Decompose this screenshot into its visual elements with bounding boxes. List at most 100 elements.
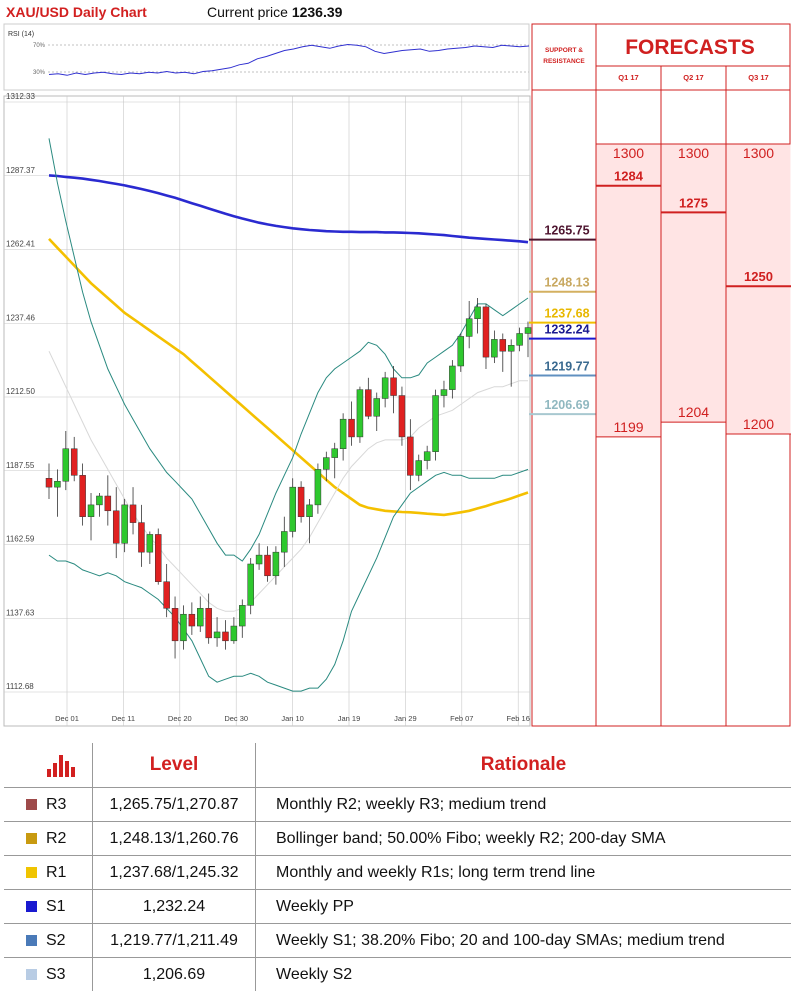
candle-up-body	[87, 504, 95, 517]
candle	[213, 617, 221, 647]
forecast-range	[596, 144, 661, 438]
level-color-swatch	[26, 832, 37, 844]
y-tick-label: 1312.33	[6, 92, 35, 101]
sr-level-label: 1219.77	[544, 360, 589, 374]
candle-down-body	[45, 478, 53, 488]
level-name: S3	[46, 965, 66, 983]
candle	[440, 380, 448, 408]
candle-up-body	[323, 457, 330, 470]
levels-table-body: R3 1,265.75/1,270.87 Monthly R2; weekly R3…	[4, 787, 791, 991]
candle-up-body	[306, 504, 313, 517]
y-tick-label: 1287.37	[6, 166, 35, 175]
candle	[499, 333, 507, 372]
rsi-label: RSI (14)	[8, 31, 34, 38]
sr-title-line1: SUPPORT &	[545, 47, 583, 54]
level-name: R3	[46, 795, 67, 813]
candle	[491, 330, 498, 364]
candle-down-body	[390, 377, 397, 396]
rsi-level-70: 70%	[33, 43, 46, 49]
candle-up-body	[289, 486, 296, 532]
candle	[507, 339, 515, 387]
forecast-min-label: 1199	[613, 419, 643, 435]
candle	[129, 487, 137, 535]
candle-down-body	[499, 339, 507, 352]
x-tick-label: Dec 01	[55, 714, 79, 723]
candle	[96, 493, 103, 517]
candle-up-body	[239, 605, 246, 627]
level-color-swatch	[26, 968, 37, 980]
level-name-cell: R1	[4, 855, 93, 890]
level-color-swatch	[26, 900, 37, 912]
level-name-cell: R3	[4, 787, 93, 822]
bollinger-lower-line	[48, 468, 529, 692]
forecast-range	[726, 144, 791, 435]
candle-down-body	[222, 631, 229, 642]
candle-up-body	[54, 480, 61, 488]
candle	[54, 469, 61, 517]
sma-20-line	[48, 350, 528, 612]
candle	[239, 599, 246, 638]
sr-level-label: 1237.68	[544, 307, 589, 321]
candle	[230, 617, 238, 644]
candle-down-body	[112, 510, 120, 544]
level-value: 1,219.77/1,211.49	[92, 923, 256, 958]
y-tick-label: 1212.50	[6, 387, 35, 396]
candle-down-body	[407, 436, 414, 476]
candle	[121, 498, 128, 553]
candle-down-body	[297, 486, 305, 517]
sr-level-label: 1206.69	[544, 398, 589, 412]
candle	[482, 303, 490, 369]
candle-down-body	[104, 495, 112, 512]
candle	[104, 475, 112, 526]
candle	[112, 487, 120, 559]
level-header: Level	[92, 743, 256, 788]
candle-up-body	[381, 377, 389, 399]
candle-up-body	[230, 625, 238, 642]
level-name-cell: S3	[4, 957, 93, 991]
candle-up-body	[423, 451, 431, 461]
candle-up-body	[314, 469, 322, 506]
x-tick-label: Feb 16	[507, 714, 530, 723]
candle-up-body	[507, 345, 515, 352]
candle	[62, 430, 70, 491]
chart-title: XAU/USD Daily Chart	[6, 4, 147, 20]
candle-up-body	[516, 333, 523, 346]
candle-down-body	[70, 448, 78, 476]
sr-levels: 1265.75 1248.13 1237.68 1232.24 1219.77 1206.…	[529, 224, 596, 416]
sr-level-label: 1232.24	[544, 323, 589, 337]
forecast-max-label: 1300	[678, 145, 709, 161]
candles	[45, 298, 532, 659]
bar-chart-icon-cell	[4, 743, 93, 788]
bar-chart-icon	[47, 755, 75, 777]
levels-table-row: S3 1,206.69 Weekly S2	[4, 957, 791, 991]
x-tick-label: Dec 20	[168, 714, 192, 723]
candle-down-body	[163, 581, 170, 609]
candle-up-body	[457, 336, 465, 367]
x-tick-label: Jan 19	[338, 714, 361, 723]
candle	[356, 386, 364, 443]
candle	[339, 413, 347, 461]
candle	[449, 360, 456, 399]
level-rationale: Weekly S1; 38.20% Fibo; 20 and 100-day S…	[255, 923, 791, 958]
candle	[138, 504, 145, 567]
level-name: S1	[46, 897, 66, 915]
level-color-swatch	[26, 934, 37, 946]
level-value: 1,237.68/1,245.32	[92, 855, 256, 890]
y-tick-label: 1112.68	[6, 682, 34, 691]
candle	[381, 371, 389, 408]
candle-down-body	[188, 613, 196, 627]
sma-200-line	[48, 174, 529, 244]
candle-up-body	[272, 551, 280, 577]
level-name: S2	[46, 931, 66, 949]
candle	[222, 620, 229, 650]
candle-up-body	[356, 389, 364, 438]
level-value: 1,206.69	[92, 957, 256, 991]
x-tick-label: Feb 07	[450, 714, 473, 723]
candle	[180, 605, 187, 650]
candle-up-body	[247, 563, 254, 606]
sma-100-line	[48, 238, 529, 517]
candle	[474, 298, 481, 334]
forecast-columns: Q1 17 1300 1284 1199 Q2 17 1300 1275 1204 Q3 17 1…	[596, 73, 791, 438]
candle	[255, 543, 263, 570]
x-ticks: Dec 01 Dec 11 Dec 20 Dec 30 Jan 10 Jan 19 Jan …	[55, 714, 530, 723]
